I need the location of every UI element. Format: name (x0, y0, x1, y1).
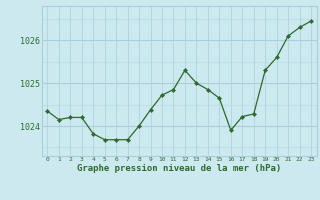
X-axis label: Graphe pression niveau de la mer (hPa): Graphe pression niveau de la mer (hPa) (77, 164, 281, 173)
